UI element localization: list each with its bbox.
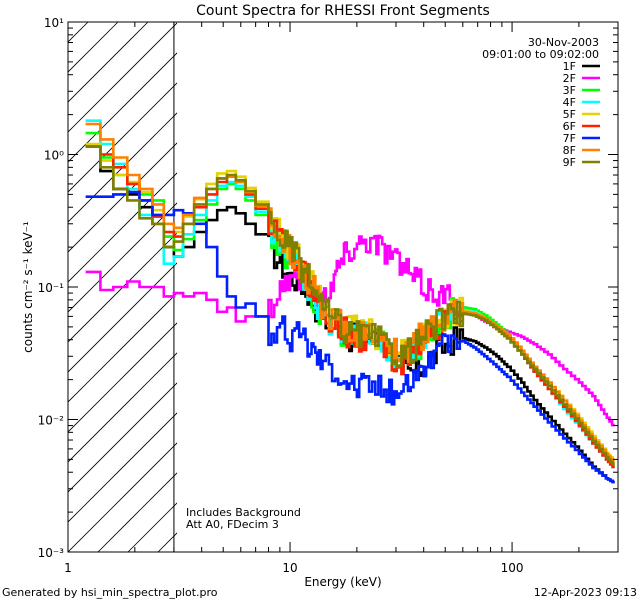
hatch-line (68, 292, 177, 403)
hatch-line (68, 382, 177, 493)
hatch-line (97, 472, 177, 552)
series-line-7f (85, 190, 615, 484)
series-line-6f (85, 145, 615, 469)
legend-label-9f: 9F (563, 156, 576, 169)
footer-generated-by: Generated by hsi_min_spectra_plot.pro (2, 586, 218, 599)
legend-label-2f: 2F (563, 72, 576, 85)
annotation-background: Includes Background (186, 506, 301, 519)
annotation-attenuator: Att A0, FDecim 3 (186, 518, 279, 531)
y-tick-label: 10⁰ (44, 149, 64, 163)
hatch-line (68, 82, 177, 193)
y-tick-label: 10¹ (44, 16, 64, 30)
hatch-line (68, 202, 177, 313)
x-tick-label: 10 (282, 561, 297, 575)
legend-label-7f: 7F (563, 132, 576, 145)
date-label: 30-Nov-2003 (528, 36, 599, 49)
legend-label-8f: 8F (563, 144, 576, 157)
footer-timestamp: 12-Apr-2023 09:13 (534, 586, 637, 599)
y-tick-label: 10⁻¹ (38, 281, 65, 295)
legend-label-1f: 1F (563, 60, 576, 73)
series-layer (85, 119, 615, 484)
time-range-label: 09:01:00 to 09:02:00 (482, 48, 599, 61)
y-axis-label: counts cm⁻² s⁻¹ keV⁻¹ (21, 221, 35, 353)
legend-label-6f: 6F (563, 120, 576, 133)
chart-title: Count Spectra for RHESSI Front Segments (196, 3, 490, 19)
x-tick-label: 1 (64, 561, 72, 575)
legend-label-3f: 3F (563, 84, 576, 97)
series-line-1f (85, 145, 615, 484)
x-tick-label: 100 (501, 561, 524, 575)
legend-label-4f: 4F (563, 96, 576, 109)
hatch-line (68, 442, 177, 552)
series-line-9f (85, 145, 615, 466)
y-tick-label: 10⁻² (38, 414, 65, 428)
hatch-line (518, 22, 640, 552)
hatch-line (68, 22, 177, 133)
legend-label-5f: 5F (563, 108, 576, 121)
hatch-line (68, 412, 177, 523)
series-line-2f (85, 234, 615, 427)
axis-ticks: 1 10 100 10⁻³ 10⁻² 10⁻¹ 10⁰ 10¹ (38, 16, 619, 575)
y-tick-label: 10⁻³ (38, 546, 65, 560)
series-line-5f (85, 142, 615, 461)
x-axis-label: Energy (keV) (304, 575, 381, 589)
series-line-3f (85, 131, 615, 465)
hatch-line (68, 52, 177, 163)
